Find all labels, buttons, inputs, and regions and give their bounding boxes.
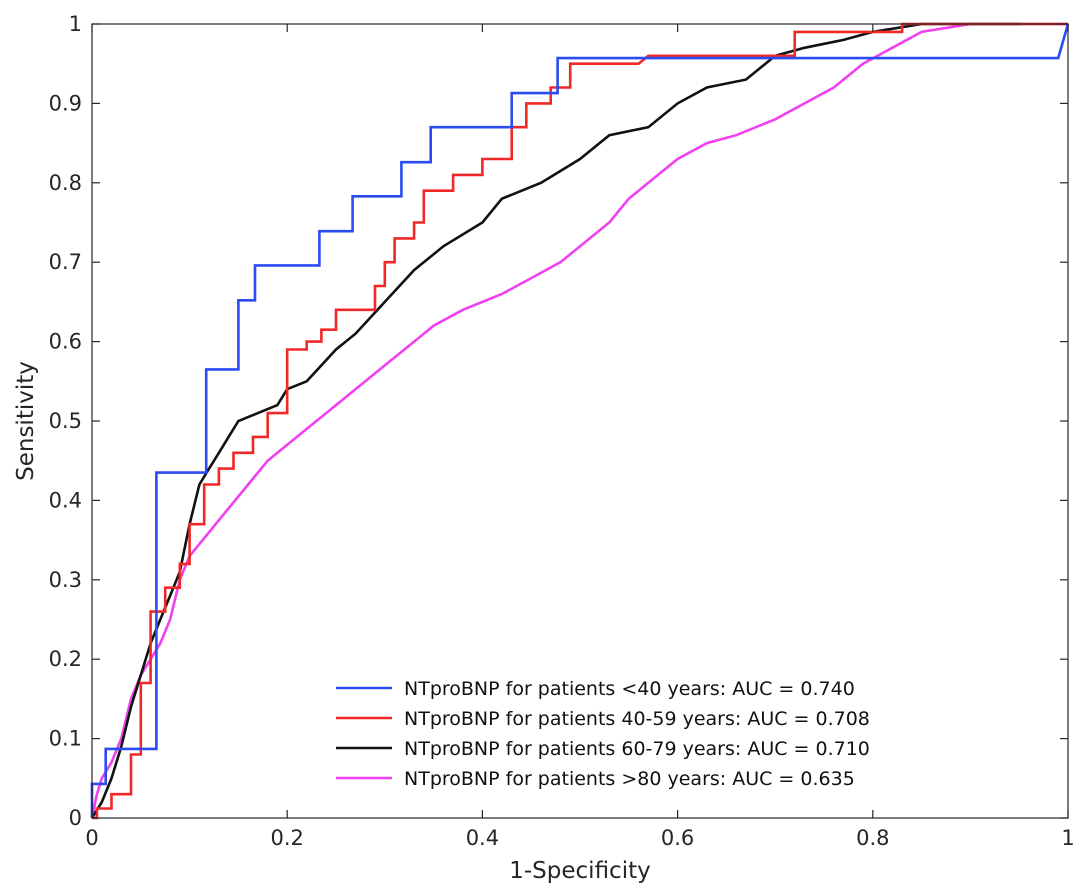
y-tick-label: 0.6 [49,330,82,354]
roc-curve-series-1 [92,22,1068,820]
y-axis-ticks: 0 0.1 0.2 0.3 0.4 0.5 0.6 0.7 0.8 0.9 1 [49,12,1068,830]
roc-curve-series-3 [90,22,1068,819]
legend-label-0: NTproBNP for patients <40 years: AUC = 0… [404,678,855,700]
y-tick-label: 0.7 [49,250,82,274]
x-tick-label: 0.8 [856,826,889,850]
x-tick-label: 0.2 [270,826,303,850]
x-tick-label: 0.4 [466,826,499,850]
y-tick-label: 0.8 [49,171,82,195]
y-axis-label: Sensitivity [13,361,39,481]
y-tick-label: 0 [69,806,82,830]
legend-label-2: NTproBNP for patients 60-79 years: AUC =… [404,738,870,760]
x-tick-label: 0.6 [661,826,694,850]
y-tick-label: 0.9 [49,91,82,115]
roc-curve-series-0 [90,23,1070,818]
x-axis-label: 1-Specificity [509,858,650,884]
x-tick-label: 0 [85,826,98,850]
y-tick-label: 0.3 [49,568,82,592]
x-axis-ticks: 0 0.2 0.4 0.6 0.8 1 [85,24,1075,850]
y-tick-label: 0.1 [49,727,82,751]
legend-label-3: NTproBNP for patients >80 years: AUC = 0… [404,768,855,790]
y-tick-label: 1 [69,12,82,36]
legend: NTproBNP for patients <40 years: AUC = 0… [336,678,870,790]
x-tick-label: 1 [1061,826,1074,850]
y-tick-label: 0.4 [49,488,82,512]
legend-label-1: NTproBNP for patients 40-59 years: AUC =… [404,708,870,730]
plot-lines [90,22,1070,820]
y-tick-label: 0.5 [49,409,82,433]
y-tick-label: 0.2 [49,647,82,671]
